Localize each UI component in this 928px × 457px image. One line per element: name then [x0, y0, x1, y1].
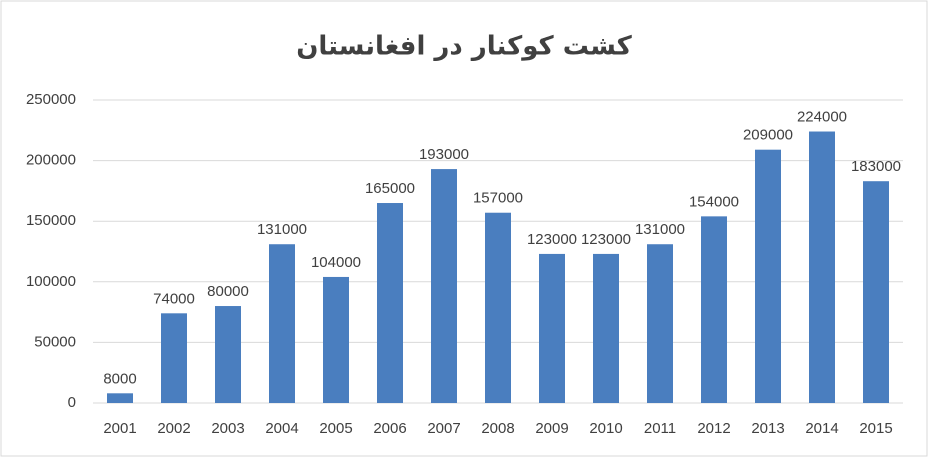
x-tick-label: 2011 [644, 420, 676, 437]
x-tick-label: 2013 [751, 420, 784, 437]
y-tick-label: 0 [68, 394, 76, 411]
bar [755, 149, 781, 403]
bar [539, 253, 565, 403]
data-label: 165000 [365, 180, 415, 197]
data-label: 193000 [419, 146, 469, 163]
bar [647, 244, 673, 403]
x-tick-label: 2010 [589, 420, 622, 437]
x-tick-label: 2003 [211, 420, 244, 437]
bar [701, 216, 727, 403]
x-tick-label: 2009 [535, 420, 568, 437]
x-tick-label: 2007 [427, 420, 460, 437]
y-tick-label: 50000 [34, 333, 76, 350]
data-label: 131000 [635, 221, 685, 238]
x-tick-label: 2008 [481, 420, 514, 437]
bar [215, 306, 241, 403]
data-label: 123000 [581, 231, 631, 248]
x-tick-label: 2002 [157, 420, 190, 437]
bar [323, 276, 349, 403]
data-label: 209000 [743, 127, 793, 144]
data-label: 131000 [257, 221, 307, 238]
x-tick-label: 2006 [373, 420, 406, 437]
data-label: 224000 [797, 108, 847, 125]
bar [809, 131, 835, 403]
bar [863, 181, 889, 403]
y-tick-label: 250000 [26, 91, 76, 108]
bar [107, 393, 133, 403]
x-tick-label: 2001 [103, 420, 136, 437]
data-label: 157000 [473, 190, 523, 207]
bar [593, 253, 619, 403]
chart-title: کشت کوکنار در افغانستان [296, 32, 632, 62]
data-label: 183000 [851, 158, 901, 175]
x-tick-label: 2004 [265, 420, 298, 437]
x-tick-label: 2005 [319, 420, 352, 437]
y-tick-label: 200000 [26, 152, 76, 169]
bar [431, 169, 457, 403]
bar [269, 244, 295, 403]
data-label: 74000 [153, 290, 195, 307]
bar [377, 203, 403, 403]
data-label: 154000 [689, 193, 739, 210]
x-tick-label: 2015 [859, 420, 892, 437]
x-tick-label: 2014 [805, 420, 838, 437]
y-tick-label: 100000 [26, 273, 76, 290]
data-label: 123000 [527, 231, 577, 248]
data-label: 80000 [207, 283, 249, 300]
x-tick-label: 2012 [697, 420, 730, 437]
bar [161, 313, 187, 403]
bar [485, 212, 511, 403]
data-label: 104000 [311, 254, 361, 271]
y-tick-label: 150000 [26, 212, 76, 229]
data-label: 8000 [103, 370, 136, 387]
